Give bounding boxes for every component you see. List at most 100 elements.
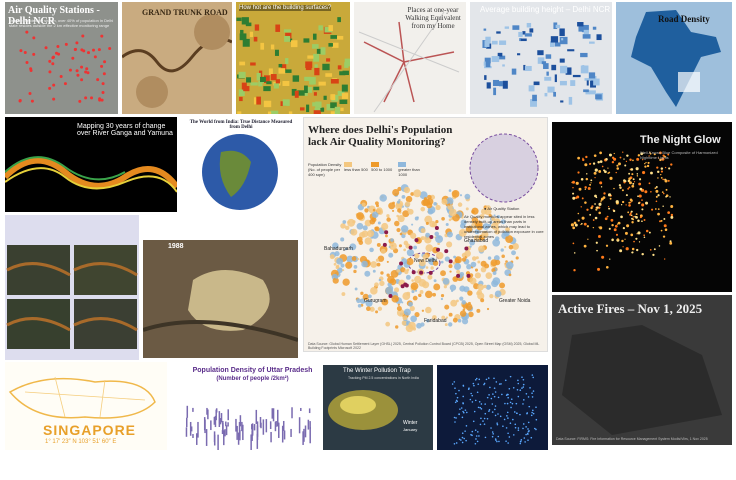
map-tile[interactable]: SINGAPORE 1° 17′ 23″ N 103° 51′ 60″ E [5, 362, 167, 450]
legend-item: 500 to 1000 [371, 162, 397, 172]
density-cell [469, 239, 476, 246]
density-cell [362, 225, 368, 231]
density-cell [464, 250, 471, 257]
building [285, 69, 292, 73]
population-dot [507, 393, 509, 396]
density-cell [424, 215, 433, 224]
legend-label: less than 500 [344, 167, 368, 172]
building [288, 111, 293, 114]
density-cell [376, 242, 381, 247]
density-cell [402, 210, 410, 218]
density-spike [213, 416, 216, 425]
light [572, 196, 576, 200]
density-cell [379, 280, 385, 287]
density-cell [406, 268, 410, 272]
density-cell [369, 306, 375, 312]
light [616, 223, 619, 225]
light [583, 244, 587, 248]
air-quality-station [456, 273, 461, 278]
light [594, 216, 598, 220]
density-spike [225, 425, 228, 436]
light [618, 162, 621, 166]
map-tile[interactable]: Road Density [616, 2, 732, 114]
light [590, 179, 593, 182]
light [629, 158, 632, 161]
building [294, 90, 299, 98]
population-dot [461, 416, 464, 419]
building-cluster [484, 40, 490, 47]
density-cell [422, 198, 431, 206]
annotation: Air Quality monitors appear sited in les… [464, 214, 544, 239]
density-cell [476, 239, 480, 242]
building-cluster [498, 55, 506, 60]
map-tile[interactable]: The Night Glow Well-Known Blue Composite… [552, 122, 732, 292]
density-cell [448, 208, 457, 217]
building-cluster [592, 26, 597, 30]
building-cluster [529, 28, 534, 33]
map-tile[interactable]: Population Density of Uttar Pradesh (Num… [170, 365, 320, 450]
place-label: New Delhi [414, 258, 437, 264]
density-cell [344, 247, 348, 251]
map-tile[interactable]: Places at one-year Walking Equivalent fr… [354, 2, 466, 114]
map-art [202, 134, 278, 210]
map-tile[interactable]: The World from India: True Distance Meas… [181, 117, 299, 212]
density-cell [432, 292, 436, 297]
density-cell [414, 289, 418, 292]
map-tile[interactable]: Average building height – Delhi NCR [470, 2, 612, 114]
density-cell [496, 215, 501, 219]
map-tile[interactable]: Mapping 30 years of change over River Ga… [5, 117, 177, 212]
population-dot [535, 418, 538, 421]
population-dot [454, 401, 457, 404]
density-spike [308, 408, 311, 414]
river [5, 156, 126, 181]
population-dot [460, 439, 462, 441]
map-tile[interactable]: Active Fires – Nov 1, 2025 Data Source: … [552, 295, 732, 445]
building [263, 86, 271, 92]
map-art [6, 245, 138, 349]
building-cluster [511, 68, 517, 75]
population-dot [522, 423, 525, 425]
density-cell [340, 223, 346, 229]
map-tile[interactable] [437, 365, 548, 450]
light [621, 189, 624, 192]
light [622, 151, 624, 153]
density-cell [356, 222, 364, 230]
density-cell [356, 236, 363, 243]
place-label: Bahadurgarh [324, 246, 353, 252]
light [595, 241, 598, 244]
map-tile[interactable]: How hot are the building surfaces? [236, 2, 350, 114]
map-tile[interactable]: GRAND TRUNK ROAD [122, 2, 232, 114]
light [662, 192, 665, 195]
light [638, 241, 641, 243]
light [669, 196, 671, 198]
featured-map[interactable]: Where does Delhi's Population lack Air Q… [303, 117, 548, 352]
light [601, 165, 604, 168]
building [334, 106, 341, 114]
density-cell [403, 248, 407, 252]
density-cell [448, 322, 453, 327]
light [586, 173, 588, 175]
light [573, 269, 576, 272]
light [594, 168, 598, 172]
population-dot [510, 406, 512, 409]
density-cell [342, 278, 350, 286]
map-tile[interactable]: Air Quality Stations - Delhi NCR Despite… [5, 2, 118, 114]
building [238, 71, 246, 79]
tile-title: The Night Glow [640, 134, 721, 146]
map-tile[interactable]: 1988 [143, 240, 298, 358]
air-quality-station [466, 273, 471, 278]
building-cluster [550, 36, 559, 43]
population-dot [453, 416, 456, 419]
light [593, 154, 597, 157]
building [326, 58, 331, 62]
map-tile[interactable]: The Winter Pollution Trap Tracking PM 2.… [323, 365, 433, 450]
station [100, 98, 104, 102]
map-tile[interactable] [5, 215, 139, 360]
density-cell [418, 259, 426, 267]
building [313, 53, 320, 62]
density-cell [406, 208, 410, 211]
density-cell [454, 262, 462, 270]
building [337, 35, 344, 40]
building [320, 107, 324, 112]
population-dot [514, 423, 517, 426]
